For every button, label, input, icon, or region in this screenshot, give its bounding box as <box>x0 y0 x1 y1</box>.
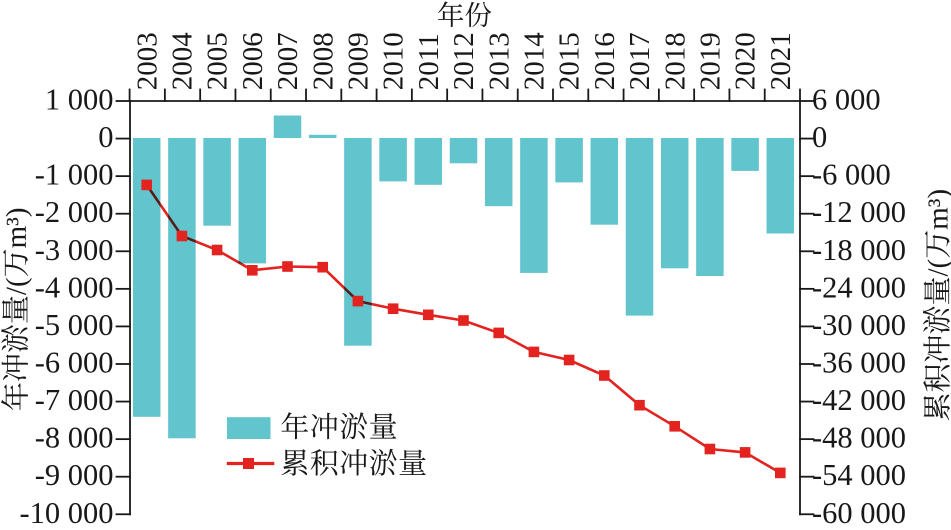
svg-text:0: 0 <box>812 120 827 154</box>
svg-text:2014: 2014 <box>519 32 551 91</box>
svg-text:-1 000: -1 000 <box>35 158 114 192</box>
svg-text:2004: 2004 <box>167 32 199 91</box>
svg-text:-54 000: -54 000 <box>812 458 906 492</box>
svg-text:-7 000: -7 000 <box>35 383 114 417</box>
svg-text:-42 000: -42 000 <box>812 383 906 417</box>
svg-text:-36 000: -36 000 <box>812 345 906 379</box>
svg-text:0: 0 <box>98 120 113 154</box>
svg-text:-60 000: -60 000 <box>812 496 906 525</box>
svg-text:-10 000: -10 000 <box>19 496 113 525</box>
svg-text:2015: 2015 <box>554 32 586 90</box>
svg-text:-24 000: -24 000 <box>812 270 906 304</box>
svg-text:2013: 2013 <box>483 32 515 90</box>
svg-text:-48 000: -48 000 <box>812 421 906 455</box>
svg-text:6 000: 6 000 <box>812 83 881 117</box>
svg-text:-18 000: -18 000 <box>812 233 906 267</box>
svg-text:-9 000: -9 000 <box>35 458 114 492</box>
svg-text:-6 000: -6 000 <box>812 158 891 192</box>
svg-text:2019: 2019 <box>695 32 727 90</box>
svg-text:2021: 2021 <box>765 32 797 90</box>
svg-text:2009: 2009 <box>343 32 375 90</box>
svg-text:2010: 2010 <box>378 32 410 90</box>
svg-text:2016: 2016 <box>589 32 621 90</box>
svg-text:-30 000: -30 000 <box>812 308 906 342</box>
svg-text:2017: 2017 <box>624 32 656 90</box>
svg-text:-12 000: -12 000 <box>812 195 906 229</box>
svg-text:2007: 2007 <box>272 32 304 90</box>
svg-text:-4 000: -4 000 <box>35 270 114 304</box>
svg-text:2003: 2003 <box>131 32 163 90</box>
svg-text:2012: 2012 <box>448 32 480 90</box>
svg-text:-8 000: -8 000 <box>35 421 114 455</box>
svg-text:2018: 2018 <box>659 32 691 90</box>
svg-text:-3 000: -3 000 <box>35 233 114 267</box>
svg-text:-6 000: -6 000 <box>35 345 114 379</box>
svg-text:1 000: 1 000 <box>45 83 114 117</box>
svg-text:2006: 2006 <box>237 32 269 90</box>
svg-text:-2 000: -2 000 <box>35 195 114 229</box>
svg-text:2011: 2011 <box>413 33 445 90</box>
svg-text:-5 000: -5 000 <box>35 308 114 342</box>
svg-text:2020: 2020 <box>730 32 762 90</box>
svg-text:2005: 2005 <box>202 32 234 90</box>
svg-text:2008: 2008 <box>307 32 339 90</box>
